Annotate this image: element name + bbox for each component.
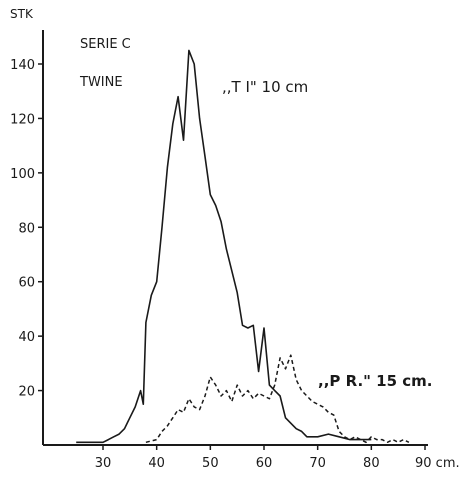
y-tick-label: 120 [10, 112, 35, 127]
x-tick-label: 80 [363, 456, 380, 471]
x-tick-label: 30 [95, 456, 112, 471]
x-tick-label: 50 [202, 456, 219, 471]
series-line-pr [145, 354, 410, 444]
y-tick-label: 140 [10, 58, 35, 73]
series-line-ti [76, 49, 372, 444]
series-label-ti: ,,T I" 10 cm [222, 78, 308, 96]
series-label-pr: ,,P R." 15 cm. [318, 372, 433, 390]
y-axis-label: STK [10, 7, 34, 21]
y-tick-label: 80 [18, 221, 35, 236]
series-group [76, 49, 410, 444]
y-tick-label: 100 [10, 167, 35, 182]
y-ticks-group: 20 40 60 80 100 120 140 [10, 58, 43, 400]
annotation-twine: TWINE [79, 75, 123, 90]
x-tick-label: 40 [148, 456, 165, 471]
x-tick-label: 90 cm. [415, 456, 460, 471]
y-tick-label: 20 [18, 385, 35, 400]
x-tick-label: 60 [256, 456, 273, 471]
annotation-serie: SERIE C [80, 37, 131, 52]
y-tick-label: 40 [18, 330, 35, 345]
axes-group [42, 30, 428, 446]
x-tick-label: 70 [309, 456, 326, 471]
y-tick-label: 60 [18, 276, 35, 291]
x-ticks-group: 30 40 50 60 70 80 90 cm. [95, 445, 460, 471]
